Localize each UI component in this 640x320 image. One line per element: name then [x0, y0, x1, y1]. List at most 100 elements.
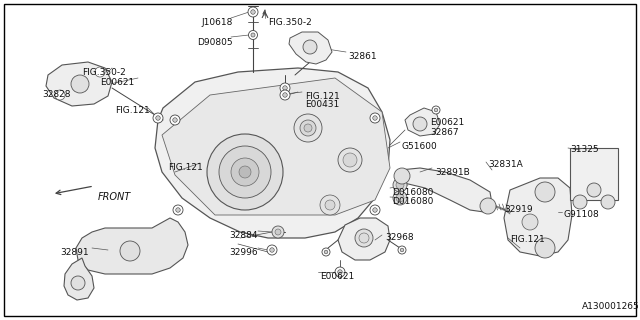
Text: J10618: J10618 — [202, 18, 233, 27]
Text: 32996: 32996 — [229, 248, 258, 257]
Polygon shape — [155, 68, 390, 238]
Text: D016080: D016080 — [392, 188, 433, 197]
Circle shape — [320, 195, 340, 215]
Circle shape — [325, 200, 335, 210]
Circle shape — [400, 248, 404, 252]
Text: 32861: 32861 — [348, 52, 376, 61]
Polygon shape — [338, 218, 390, 260]
Text: D90805: D90805 — [197, 38, 233, 47]
Circle shape — [156, 116, 160, 120]
Circle shape — [294, 114, 322, 142]
Circle shape — [393, 191, 407, 205]
Circle shape — [248, 7, 258, 17]
Circle shape — [370, 205, 380, 215]
Circle shape — [207, 134, 283, 210]
Text: FIG.121: FIG.121 — [168, 163, 203, 172]
Circle shape — [251, 33, 255, 37]
Circle shape — [413, 117, 427, 131]
Circle shape — [120, 241, 140, 261]
Circle shape — [272, 226, 284, 238]
Text: E00621: E00621 — [320, 272, 355, 281]
Circle shape — [231, 158, 259, 186]
Polygon shape — [504, 178, 572, 256]
Circle shape — [95, 67, 105, 77]
Text: 32919: 32919 — [504, 205, 532, 214]
Circle shape — [434, 108, 438, 112]
Circle shape — [280, 90, 290, 100]
Text: 32884: 32884 — [230, 231, 258, 240]
Circle shape — [219, 146, 271, 198]
Text: 32891: 32891 — [60, 248, 88, 257]
Text: E00621: E00621 — [100, 78, 134, 87]
Circle shape — [359, 233, 369, 243]
Text: FIG.121: FIG.121 — [510, 235, 545, 244]
Circle shape — [396, 194, 404, 202]
Circle shape — [267, 245, 277, 255]
Polygon shape — [76, 218, 188, 274]
Circle shape — [71, 75, 89, 93]
Text: 32828: 32828 — [42, 90, 70, 99]
Text: FRONT: FRONT — [98, 192, 131, 202]
Circle shape — [322, 248, 330, 256]
Circle shape — [248, 30, 257, 39]
Polygon shape — [162, 78, 390, 215]
Circle shape — [573, 195, 587, 209]
Circle shape — [535, 238, 555, 258]
Circle shape — [324, 250, 328, 254]
Polygon shape — [289, 32, 332, 64]
Circle shape — [335, 267, 345, 277]
Circle shape — [372, 116, 377, 120]
Text: G51600: G51600 — [402, 142, 438, 151]
Text: 32867: 32867 — [430, 128, 459, 137]
Circle shape — [283, 93, 287, 97]
Text: FIG.350-2: FIG.350-2 — [268, 18, 312, 27]
Circle shape — [275, 229, 281, 235]
Circle shape — [535, 182, 555, 202]
Circle shape — [251, 10, 255, 14]
Circle shape — [173, 118, 177, 122]
Text: 31325: 31325 — [570, 145, 598, 154]
Circle shape — [343, 153, 357, 167]
Circle shape — [601, 195, 615, 209]
Text: A130001265: A130001265 — [582, 302, 640, 311]
Circle shape — [338, 148, 362, 172]
Polygon shape — [46, 62, 112, 106]
Circle shape — [170, 115, 180, 125]
Circle shape — [303, 40, 317, 54]
Circle shape — [239, 166, 251, 178]
Text: 32891B: 32891B — [435, 168, 470, 177]
Text: D016080: D016080 — [392, 197, 433, 206]
Text: FIG.350-2: FIG.350-2 — [82, 68, 125, 77]
Circle shape — [370, 113, 380, 123]
Circle shape — [280, 83, 290, 93]
Text: 32831A: 32831A — [488, 160, 523, 169]
Circle shape — [522, 214, 538, 230]
Text: E00621: E00621 — [430, 118, 464, 127]
Text: 32968: 32968 — [385, 233, 413, 242]
Circle shape — [396, 181, 404, 189]
Circle shape — [71, 276, 85, 290]
Circle shape — [398, 246, 406, 254]
Circle shape — [338, 270, 342, 274]
Circle shape — [153, 113, 163, 123]
Circle shape — [393, 178, 407, 192]
Circle shape — [432, 106, 440, 114]
Text: FIG.121: FIG.121 — [115, 106, 150, 115]
Circle shape — [372, 208, 377, 212]
Circle shape — [304, 124, 312, 132]
Circle shape — [355, 229, 373, 247]
Circle shape — [480, 198, 496, 214]
Bar — [570, 148, 618, 200]
Circle shape — [269, 248, 275, 252]
Polygon shape — [400, 168, 492, 212]
Circle shape — [283, 86, 287, 90]
Circle shape — [55, 90, 65, 100]
Text: G91108: G91108 — [564, 210, 600, 219]
Circle shape — [173, 205, 183, 215]
Polygon shape — [405, 108, 440, 136]
Circle shape — [176, 208, 180, 212]
Text: FIG.121: FIG.121 — [305, 92, 340, 101]
Circle shape — [394, 168, 410, 184]
Circle shape — [587, 183, 601, 197]
Polygon shape — [64, 258, 94, 300]
